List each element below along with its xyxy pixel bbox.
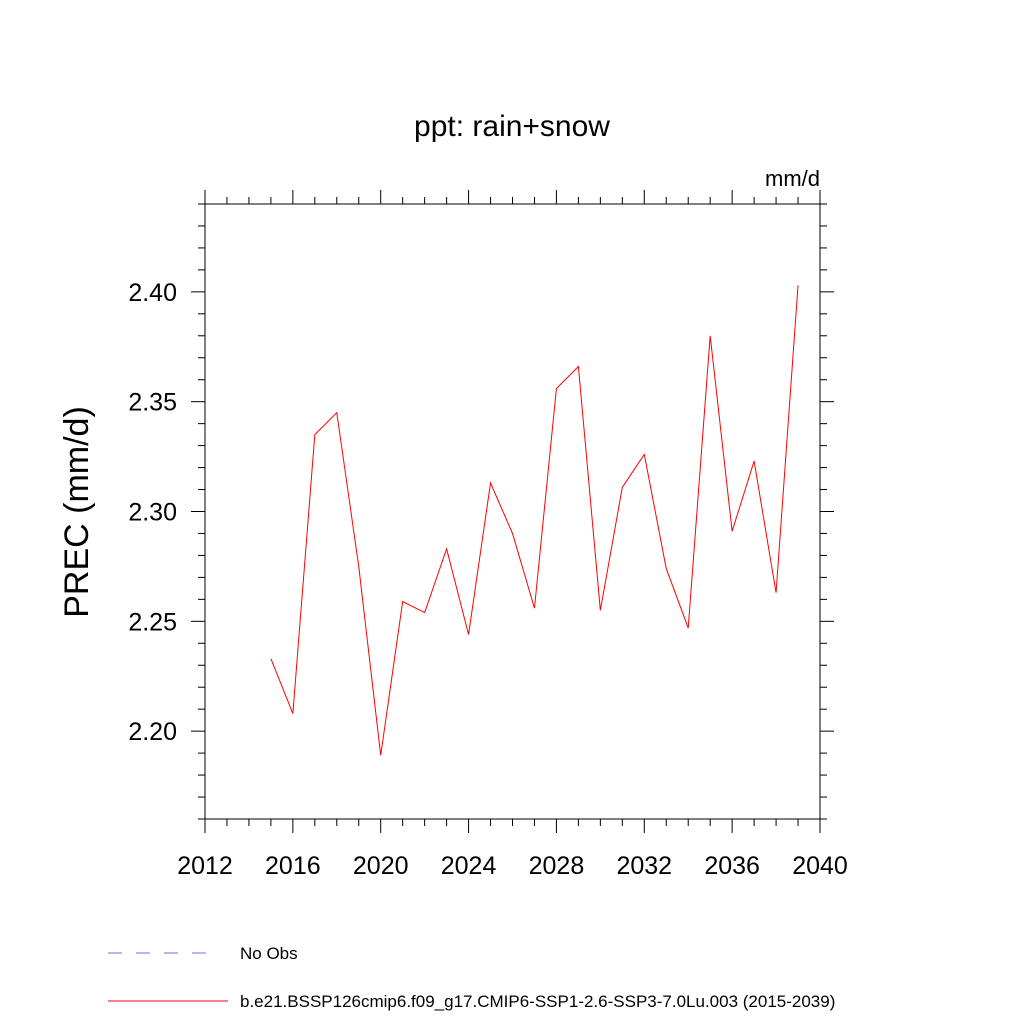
units-label: mm/d <box>765 166 820 191</box>
y-axis-label: PREC (mm/d) <box>58 406 96 618</box>
y-tick-label: 2.40 <box>128 279 177 307</box>
x-tick-label: 2012 <box>177 852 233 880</box>
plot-frame <box>204 203 821 820</box>
x-tick-label: 2040 <box>792 852 848 880</box>
x-tick-label: 2028 <box>529 852 585 880</box>
series-line <box>270 285 799 756</box>
x-tick-label: 2024 <box>441 852 497 880</box>
x-tick-label: 2032 <box>616 852 672 880</box>
minor-ticks <box>198 197 827 826</box>
y-axis: 2.20 2.25 2.30 2.35 2.40 <box>128 279 834 746</box>
chart-title: ppt: rain+snow <box>414 110 610 143</box>
legend: No Obs b.e21.BSSP126cmip6.f09_g17.CMIP6-… <box>108 944 835 1011</box>
y-tick-label: 2.20 <box>128 718 177 746</box>
x-tick-label: 2020 <box>353 852 409 880</box>
y-tick-label: 2.25 <box>128 608 177 636</box>
y-tick-label: 2.35 <box>128 389 177 417</box>
series-points <box>269 284 799 757</box>
legend-label-no-obs: No Obs <box>240 944 298 963</box>
x-tick-label: 2016 <box>265 852 321 880</box>
x-tick-label: 2036 <box>704 852 760 880</box>
y-tick-label: 2.30 <box>128 499 177 527</box>
x-axis: 2012 2016 2020 2024 2028 2032 2036 2040 <box>177 190 848 880</box>
legend-label-model: b.e21.BSSP126cmip6.f09_g17.CMIP6-SSP1-2.… <box>240 992 835 1011</box>
